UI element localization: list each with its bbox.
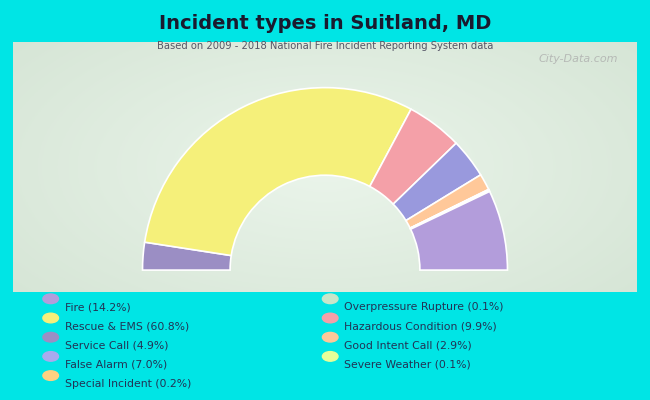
Wedge shape [410, 190, 489, 229]
Text: Based on 2009 - 2018 National Fire Incident Reporting System data: Based on 2009 - 2018 National Fire Incid… [157, 41, 493, 51]
Text: Hazardous Condition (9.9%): Hazardous Condition (9.9%) [344, 321, 497, 331]
Text: Rescue & EMS (60.8%): Rescue & EMS (60.8%) [65, 321, 189, 331]
Text: Incident types in Suitland, MD: Incident types in Suitland, MD [159, 14, 491, 33]
Wedge shape [411, 192, 508, 270]
Wedge shape [410, 189, 489, 228]
Text: Special Incident (0.2%): Special Incident (0.2%) [65, 379, 191, 389]
Wedge shape [410, 190, 489, 229]
Text: Fire (14.2%): Fire (14.2%) [65, 302, 131, 312]
Wedge shape [370, 109, 456, 204]
Text: Service Call (4.9%): Service Call (4.9%) [65, 340, 168, 350]
Text: Good Intent Call (2.9%): Good Intent Call (2.9%) [344, 340, 473, 350]
Text: Overpressure Rupture (0.1%): Overpressure Rupture (0.1%) [344, 302, 504, 312]
Wedge shape [145, 88, 411, 256]
Wedge shape [393, 143, 480, 220]
Text: Severe Weather (0.1%): Severe Weather (0.1%) [344, 360, 471, 370]
Wedge shape [406, 175, 489, 228]
Text: City-Data.com: City-Data.com [539, 54, 618, 64]
Wedge shape [142, 242, 231, 270]
Text: False Alarm (7.0%): False Alarm (7.0%) [65, 360, 167, 370]
